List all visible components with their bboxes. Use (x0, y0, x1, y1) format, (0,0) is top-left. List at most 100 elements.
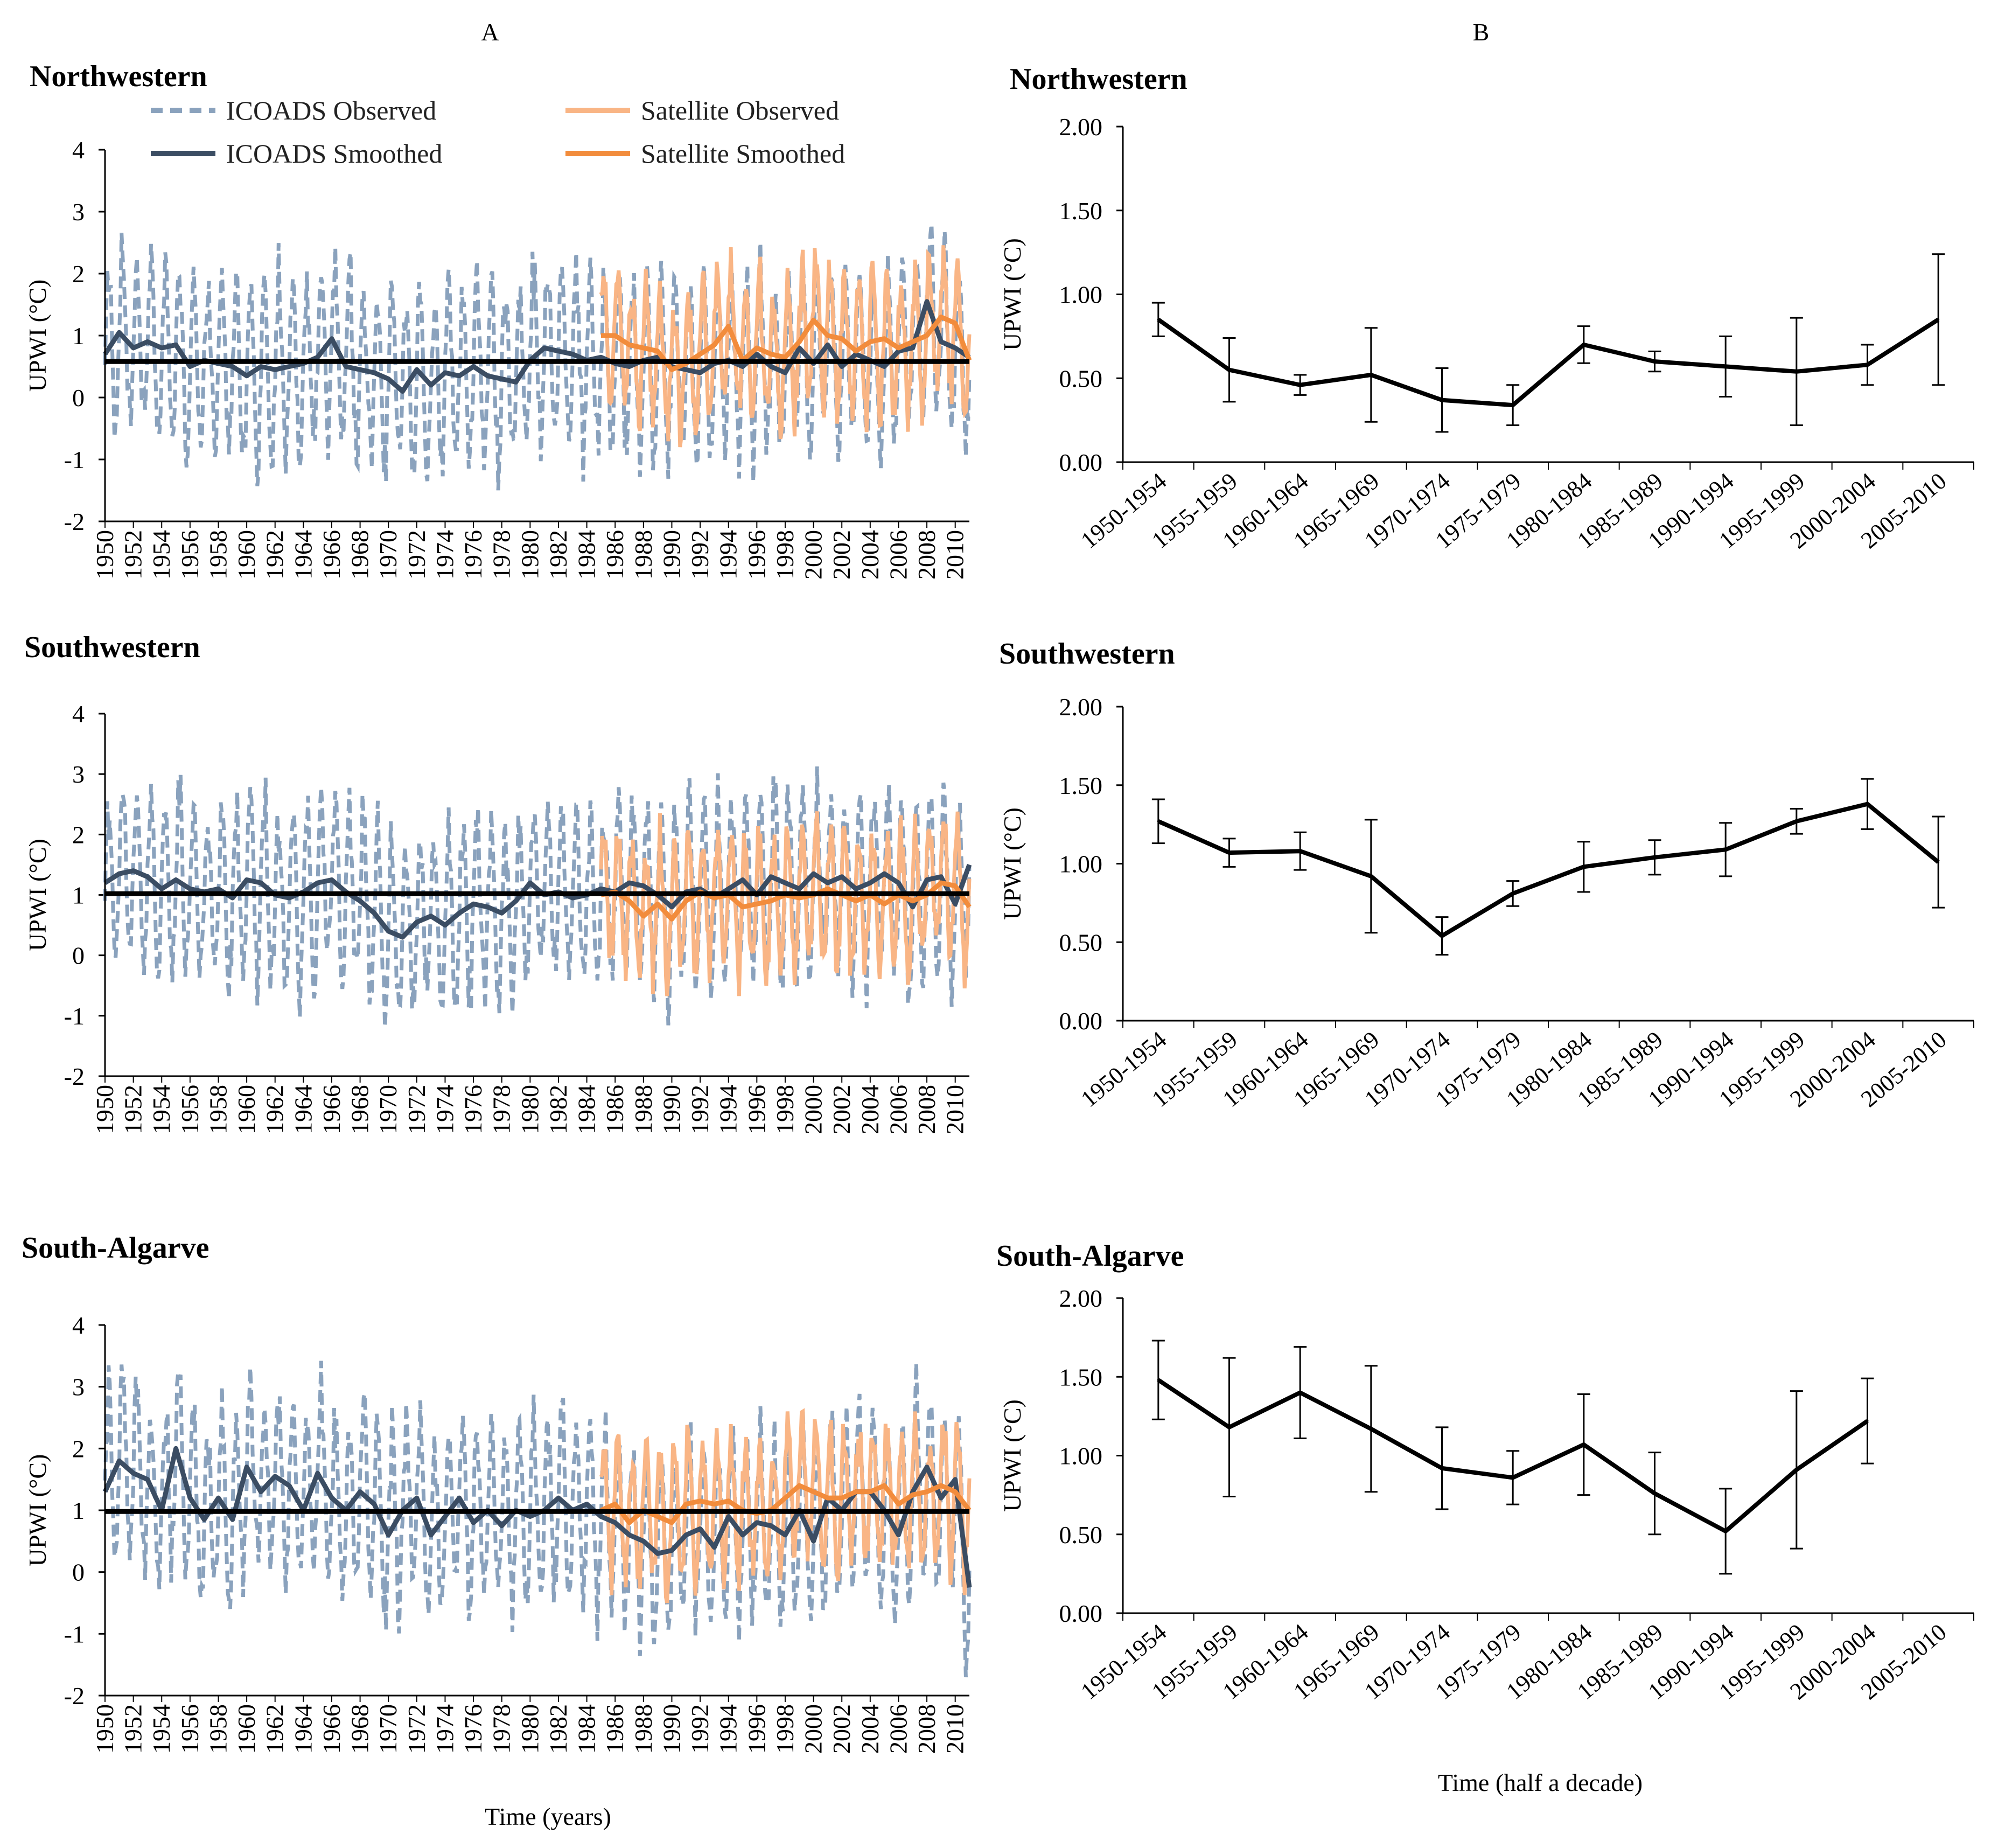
x-tick-label: 2000 (800, 530, 827, 580)
data-point (1370, 875, 1372, 877)
x-tick-label: 2010 (941, 1704, 969, 1754)
data-point (1724, 1530, 1727, 1532)
satellite-smoothed-series (600, 1483, 972, 1525)
panel-b-south-algarve-title: South-Algarve (996, 1239, 1184, 1273)
x-tick-label: 1984 (573, 1704, 600, 1754)
y-tick-label: 3 (72, 198, 85, 226)
x-tick-label: 1964 (289, 530, 317, 580)
x-tick-label: 1970 (374, 1704, 402, 1754)
x-tick-label: 1980 (516, 1704, 543, 1754)
y-tick-label: -2 (64, 1063, 85, 1090)
legend-label-icoads-observed: ICOADS Observed (226, 95, 436, 125)
data-point (1795, 370, 1798, 373)
x-tick-label: 2006 (884, 1085, 912, 1134)
y-tick-label: 4 (72, 700, 85, 728)
x-tick-label: 1960 (233, 1085, 260, 1134)
y-tick-label: 1 (72, 882, 85, 909)
data-point (1582, 1443, 1585, 1446)
y-tick-label: 4 (72, 136, 85, 164)
data-point (1157, 318, 1159, 321)
satellite-observed-series (599, 1408, 972, 1603)
x-tick-label: 2008 (913, 530, 940, 580)
x-tick-label: 1980 (516, 530, 543, 580)
x-tick-label: 1992 (686, 530, 714, 580)
x-tick-label: 1966 (318, 1085, 345, 1134)
x-tick-label: 1994 (715, 1704, 742, 1754)
data-point (1370, 374, 1372, 376)
x-tick-label: 1984 (573, 1085, 600, 1134)
y-tick-label: 4 (72, 1312, 85, 1339)
data-point (1441, 399, 1443, 401)
x-tick-label: 1960 (233, 1704, 260, 1754)
y-tick-label: 0.00 (1059, 1600, 1103, 1627)
x-tick-label: 1952 (120, 1085, 147, 1134)
x-tick-label: 1964 (289, 1704, 317, 1754)
x-tick-label: 1988 (630, 1704, 657, 1754)
y-tick-label: -2 (64, 508, 85, 535)
y-tick-label: 0 (72, 1559, 85, 1586)
x-tick-label: 1958 (204, 1085, 232, 1134)
x-tick-label: 1958 (204, 530, 232, 580)
icoads-smoothed-series (103, 863, 972, 940)
x-tick-label: 1986 (601, 1085, 628, 1134)
x-tick-label: 2008 (913, 1704, 940, 1754)
x-tick-label: 1968 (346, 1085, 374, 1134)
x-tick-label: 1996 (743, 1085, 770, 1134)
y-tick-label: 0 (72, 942, 85, 970)
y-tick-label: -1 (64, 1002, 85, 1030)
y-tick-label: 0.50 (1059, 365, 1103, 392)
y-tick-label: 1 (72, 322, 85, 350)
y-tick-label: 0.50 (1059, 1521, 1103, 1549)
x-tick-label: 2004 (856, 530, 884, 580)
y-tick-label: 1.50 (1059, 197, 1103, 225)
data-point (1228, 852, 1231, 854)
data-point (1228, 368, 1231, 371)
x-tick-label: 1990 (658, 1704, 685, 1754)
y-tick-label: -2 (64, 1682, 85, 1710)
data-point (1724, 848, 1727, 851)
data-point (1512, 892, 1514, 895)
data-point (1441, 1467, 1443, 1469)
x-tick-label: 1976 (459, 530, 487, 580)
x-tick-label: 2006 (884, 530, 912, 580)
data-point (1299, 383, 1302, 386)
x-tick-label: 2002 (828, 1085, 855, 1134)
x-tick-label: 1954 (148, 1704, 175, 1754)
x-tick-label: 1996 (743, 1704, 770, 1754)
y-axis-title: UPWI (°C) (24, 1454, 51, 1567)
x-tick-label: 1950 (91, 1085, 118, 1134)
half-decade-series (1157, 801, 1940, 938)
panel-b-southwestern: Southwestern 2.00 1.50 1.00 0.50 0.00 UPWI (°C… (998, 637, 1974, 1112)
data-point (1512, 404, 1514, 407)
x-tick-label: 1966 (318, 1704, 345, 1754)
x-tick-label: 1994 (715, 1085, 742, 1134)
x-tick-label: 1982 (544, 1085, 572, 1134)
x-tick-label: 1962 (261, 1704, 289, 1754)
x-tick-label: 1960 (233, 530, 260, 580)
y-tick-label: 0.00 (1059, 1007, 1103, 1035)
y-tick-label: -1 (64, 446, 85, 473)
x-tick-label: 2010 (941, 530, 969, 580)
y-tick-label: 0.00 (1059, 449, 1103, 476)
data-point (1653, 1492, 1656, 1495)
x-tick-label: 1988 (630, 1085, 657, 1134)
panel-b-northwestern-title: Northwestern (1010, 62, 1187, 96)
panel-a-south-algarve-title: South-Algarve (22, 1231, 209, 1265)
data-point (1866, 1420, 1869, 1422)
y-tick-label: 2 (72, 1435, 85, 1462)
x-tick-label: 1950 (91, 530, 118, 580)
y-tick-label: 3 (72, 761, 85, 788)
x-tick-label: 1978 (488, 530, 515, 580)
x-tick-label: 1950 (91, 1704, 118, 1754)
x-tick-label: 1954 (148, 530, 175, 580)
data-point (1370, 1427, 1372, 1430)
satellite-observed-series (599, 811, 972, 996)
x-tick-label: 1972 (403, 1704, 430, 1754)
data-point (1866, 803, 1869, 805)
y-tick-label: 2 (72, 821, 85, 848)
x-tick-label: 1976 (459, 1085, 487, 1134)
y-tick-label: 1.50 (1059, 772, 1103, 799)
y-tick-label: 2.00 (1059, 113, 1103, 141)
